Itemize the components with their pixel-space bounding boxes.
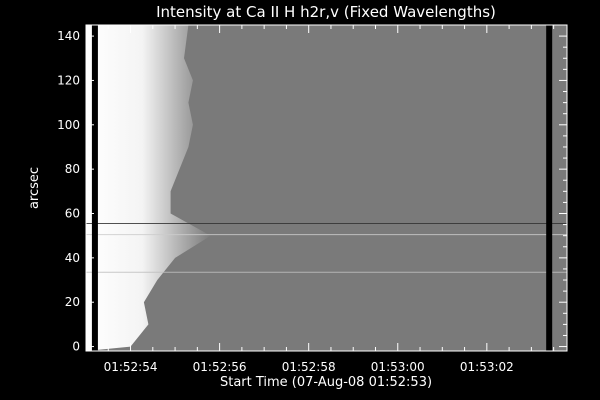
x-axis-label: Start Time (07-Aug-08 01:52:53) [220, 375, 432, 390]
bright-intensity-region [86, 25, 211, 351]
chart-title: Intensity at Ca II H h2r,v (Fixed Wavele… [156, 3, 496, 21]
dark-column-0 [91, 25, 98, 351]
y-axis-label: arcsec [27, 167, 42, 209]
y-tick-label: 40 [65, 251, 80, 265]
y-tick-label: 80 [65, 162, 80, 176]
y-tick-label: 140 [57, 29, 80, 43]
x-axis: 01:52:54 01:52:56 01:52:58 01:53:00 01:53:02 [85, 25, 555, 374]
y-tick-label: 120 [57, 73, 80, 87]
x-tick-label: 01:53:02 [460, 360, 514, 374]
plot-frame [85, 24, 568, 352]
x-tick-label: 01:53:00 [371, 360, 425, 374]
y-tick-label: 100 [57, 118, 80, 132]
x-tick-label: 01:52:58 [282, 360, 336, 374]
x-tick-label: 01:52:56 [193, 360, 247, 374]
intensity-image [86, 25, 567, 351]
dark-column-1 [546, 25, 553, 351]
y-tick-label: 20 [65, 295, 80, 309]
y-tick-label: 60 [65, 207, 80, 221]
y-axis: 0 20 40 60 80 100 120 140 [57, 24, 567, 354]
y-tick-label: 0 [72, 340, 80, 354]
x-tick-label: 01:52:54 [104, 360, 158, 374]
